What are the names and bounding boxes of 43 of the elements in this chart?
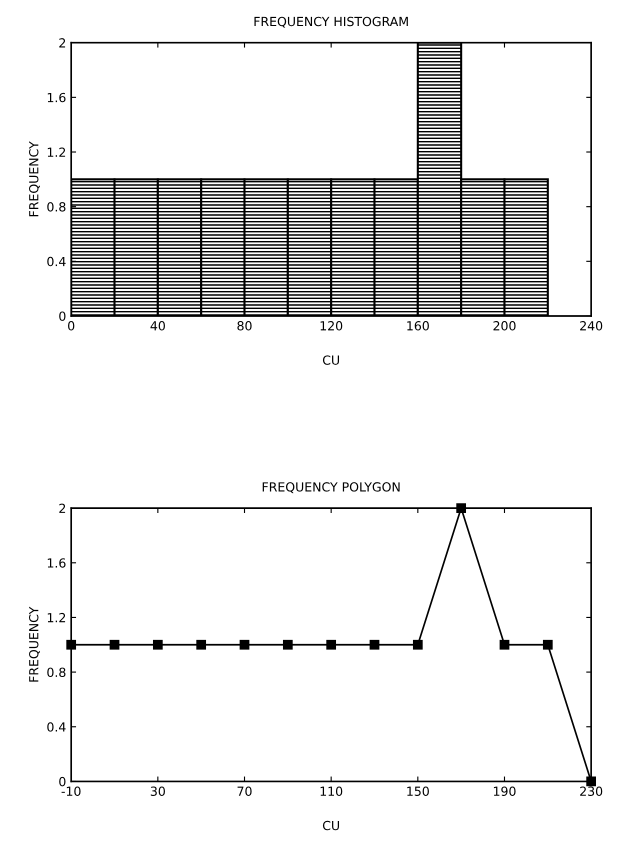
x-tick-label: 200 <box>493 321 516 331</box>
x-axis-title: CU <box>322 355 340 365</box>
point <box>542 640 553 650</box>
x-tick-label: 240 <box>580 321 602 331</box>
x-tick-label: 160 <box>407 321 429 331</box>
y-tick-label: 0 <box>59 311 66 321</box>
y-tick-label: 2 <box>59 38 66 48</box>
point <box>110 640 120 650</box>
x-tick-label: 40 <box>150 321 165 331</box>
point <box>586 776 596 786</box>
x-axis-title: CU <box>322 820 340 830</box>
x-tick-label: 30 <box>150 786 165 796</box>
y-tick-label: 0.4 <box>47 256 66 266</box>
point <box>282 640 293 650</box>
point <box>326 640 336 650</box>
x-tick-label: 70 <box>238 786 252 796</box>
x-tick-label: 120 <box>320 321 342 331</box>
chart-title: FREQUENCY HISTOGRAM <box>254 16 408 28</box>
point <box>500 640 510 650</box>
point <box>412 640 423 650</box>
y-tick-label: 1.2 <box>48 612 66 622</box>
y-tick-label: 0 <box>59 776 66 786</box>
point <box>240 640 250 650</box>
y-axis-title: FREQUENCY <box>29 606 40 682</box>
x-tick-label: 150 <box>407 786 429 796</box>
x-tick-label: 80 <box>237 321 252 331</box>
point <box>152 640 163 650</box>
y-tick-label: 0.8 <box>47 202 66 212</box>
point <box>196 640 206 650</box>
x-tick-label: -10 <box>62 786 81 796</box>
y-tick-label: 1.6 <box>48 92 66 102</box>
point <box>370 640 380 650</box>
y-tick-label: 0.4 <box>47 722 66 732</box>
x-tick-label: 230 <box>580 786 602 796</box>
y-axis-title: FREQUENCY <box>29 141 40 216</box>
x-tick-label: 110 <box>320 786 342 796</box>
y-tick-label: 0.8 <box>47 668 66 678</box>
x-tick-label: 0 <box>68 321 74 331</box>
y-tick-label: 2 <box>59 504 66 513</box>
y-tick-label: 1.6 <box>48 558 66 568</box>
x-tick-label: 190 <box>494 786 516 796</box>
chart-title: FREQUENCY POLYGON <box>262 482 400 494</box>
y-tick-label: 1.2 <box>48 147 66 157</box>
